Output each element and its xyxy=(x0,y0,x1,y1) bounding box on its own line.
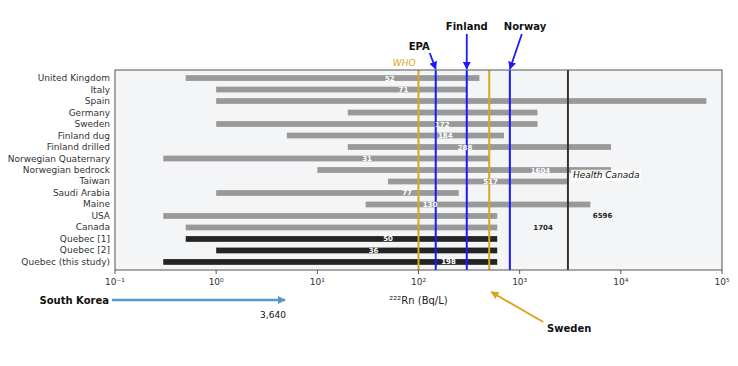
y-tick-label: USA xyxy=(91,211,110,221)
x-tick-label: 10⁰ xyxy=(209,277,224,287)
range-bar xyxy=(366,202,591,208)
annotation-arrow xyxy=(112,299,285,302)
median-label: 184 xyxy=(438,132,453,140)
y-tick-label: Quebec [2] xyxy=(60,245,110,255)
reference-label: Finland xyxy=(446,21,488,32)
annotation: 3,640 xyxy=(260,310,286,320)
annotation-arrow xyxy=(510,34,522,69)
label-background xyxy=(571,170,641,181)
x-tick xyxy=(418,270,419,274)
range-bar xyxy=(348,144,611,150)
median-label: 172 xyxy=(435,121,450,129)
x-tick-label: 10⁵ xyxy=(714,277,729,287)
median-label: 31 xyxy=(362,155,372,163)
median-label: 517 xyxy=(483,178,498,186)
x-tick-label: 10⁻¹ xyxy=(105,277,125,287)
x-tick xyxy=(115,270,116,274)
y-tick-label: Italy xyxy=(90,85,110,95)
annotation-arrow xyxy=(491,292,543,322)
y-tick-label: Quebec (this study) xyxy=(21,257,110,267)
x-tick xyxy=(519,270,520,274)
median-label: 130 xyxy=(423,201,438,209)
median-label: 71 xyxy=(399,86,409,94)
median-label: 52 xyxy=(385,75,395,83)
y-tick-label: Sweden xyxy=(74,119,110,129)
range-bar xyxy=(287,133,504,139)
range-bar xyxy=(216,248,497,254)
x-tick xyxy=(722,270,723,274)
reference-label: Sweden xyxy=(547,323,591,334)
y-tick-label: Spain xyxy=(85,96,110,106)
x-tick-label: 10⁴ xyxy=(613,277,628,287)
reference-label: EPA xyxy=(409,41,430,52)
y-tick-label: Taiwan xyxy=(78,176,110,186)
reference-label: Norway xyxy=(504,21,547,32)
median-label: 36 xyxy=(369,247,379,255)
median-label: 198 xyxy=(441,258,456,266)
median-label: 50 xyxy=(383,235,393,243)
y-tick-label: Saudi Arabia xyxy=(53,188,110,198)
y-tick-label: Norwegian Quaternary xyxy=(8,154,111,164)
y-tick-label: Finland drilled xyxy=(47,142,110,152)
range-bar xyxy=(216,98,706,104)
reference-line xyxy=(435,70,437,270)
y-tick-label: Canada xyxy=(76,222,110,232)
reference-line xyxy=(509,70,511,270)
x-tick xyxy=(216,270,217,274)
range-bar xyxy=(163,213,497,219)
x-axis-label: ²²²Rn (Bq/L) xyxy=(389,295,448,306)
x-tick-label: 10³ xyxy=(512,277,527,287)
reference-line xyxy=(418,70,420,270)
plot-frame xyxy=(115,70,722,270)
x-tick xyxy=(620,270,621,274)
range-bar xyxy=(388,179,568,185)
annotation: South Korea xyxy=(40,295,109,306)
median-label: 77 xyxy=(402,189,412,197)
median-label: 1704 xyxy=(533,224,553,232)
chart: 52 71 172 184 288 31 1604 517 77 130 6596 1704 50 36 1… xyxy=(0,0,738,366)
y-tick-label: Quebec [1] xyxy=(60,234,110,244)
y-tick-label: Maine xyxy=(83,199,110,209)
range-bar xyxy=(216,87,467,93)
y-tick-label: Norwegian bedrock xyxy=(23,165,111,175)
y-tick-label: Germany xyxy=(69,108,111,118)
reference-line xyxy=(567,70,569,270)
x-tick-label: 10¹ xyxy=(310,277,325,287)
annotation-arrow xyxy=(466,34,468,69)
median-label: 6596 xyxy=(593,212,613,220)
x-tick xyxy=(317,270,318,274)
reference-line xyxy=(466,70,468,270)
annotation-arrow xyxy=(430,53,436,69)
range-bar xyxy=(186,236,498,242)
range-bar xyxy=(186,225,498,231)
y-tick-label: Finland dug xyxy=(58,131,110,141)
range-bar xyxy=(216,190,459,196)
reference-label: WHO xyxy=(393,58,416,68)
reference-label: Health Canada xyxy=(573,170,640,180)
y-tick-label: United Kingdom xyxy=(38,73,110,83)
median-label: 1604 xyxy=(531,167,551,175)
x-tick-label: 10² xyxy=(411,277,426,287)
plot-background xyxy=(115,70,722,270)
range-bar xyxy=(163,156,489,162)
median-label: 288 xyxy=(458,144,473,152)
reference-line xyxy=(488,70,490,270)
